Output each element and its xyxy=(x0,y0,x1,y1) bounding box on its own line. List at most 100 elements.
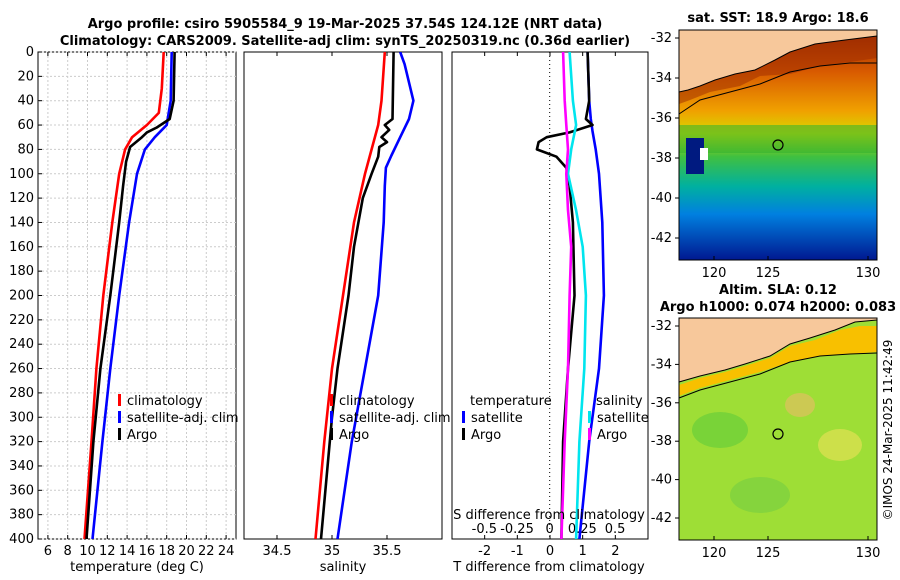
x-tick-label: 12 xyxy=(99,544,116,559)
sla-argo-location-marker xyxy=(772,428,784,440)
y-tick-label: 60 xyxy=(17,118,34,133)
x-tick-label: 20 xyxy=(178,544,195,559)
salinity-legend: climatology satellite-adj. clim Argo xyxy=(330,394,451,443)
difference-plot-frame xyxy=(451,51,649,540)
x-tick-label: 16 xyxy=(139,544,156,559)
x-tick-label: 14 xyxy=(119,544,136,559)
legend-swatch-t-argo xyxy=(462,428,465,440)
temperature-axis: 0 20 40 60 80 100 120 140 160 180 200 220 240 260 280 3… xyxy=(9,45,234,559)
series-line-argo xyxy=(85,52,176,539)
y-tick-label: 340 xyxy=(9,459,34,474)
y-tick-label: 400 xyxy=(9,532,34,547)
y-tick-label: -38 xyxy=(651,151,672,166)
legend-label-t-argo: Argo xyxy=(471,428,501,443)
legend-swatch-argo xyxy=(118,428,121,440)
x-tick-label: 125 xyxy=(756,546,781,561)
legend-label-s-satellite: satellite xyxy=(597,411,649,426)
sla-map-subtitle: Argo h1000: 0.074 h2000: 0.083 xyxy=(660,300,896,315)
y-tick-label: 360 xyxy=(9,483,34,498)
difference-lines xyxy=(535,52,606,539)
series-line-climatology xyxy=(83,52,165,539)
series-line-s-satellite xyxy=(566,52,588,539)
s-difference-label: S difference from climatology xyxy=(453,508,645,523)
sla-depth-contour xyxy=(678,352,878,399)
x-tick-label: 130 xyxy=(856,546,881,561)
legend-swatch-argo xyxy=(330,428,333,440)
sst-map xyxy=(678,29,878,261)
x-tick-label: 1 xyxy=(579,544,587,559)
x-tick-label: 125 xyxy=(756,266,781,281)
difference-legend: temperature satellite Argo salinity sate… xyxy=(462,394,649,443)
sla-map-title: Altim. SLA: 0.12 xyxy=(719,283,837,298)
legend-label-argo: Argo xyxy=(127,428,157,443)
t-difference-label: T difference from climatology xyxy=(452,560,645,575)
legend-label-satellite: satellite-adj. clim xyxy=(127,411,239,426)
y-tick-label: -32 xyxy=(651,319,672,334)
y-tick-label: -40 xyxy=(651,191,672,206)
x-tick-label: 10 xyxy=(79,544,96,559)
legend-label-satellite: satellite-adj. clim xyxy=(339,411,451,426)
temperature-grid xyxy=(38,51,236,540)
sst-green-band xyxy=(679,125,877,153)
y-tick-label: 300 xyxy=(9,410,34,425)
x-tick-label: 8 xyxy=(64,544,72,559)
sst-map-frame xyxy=(678,29,878,261)
temperature-lines xyxy=(83,52,176,539)
series-line-t-argo xyxy=(535,52,594,539)
sla-low-anomaly xyxy=(730,477,790,513)
y-tick-label: 140 xyxy=(9,215,34,230)
sst-depth-contour xyxy=(678,62,877,115)
x-tick-label: 120 xyxy=(702,266,727,281)
series-line-satellite-adj-clim xyxy=(336,52,415,539)
series-line-t-satellite xyxy=(578,52,606,539)
s-x-tick-label: -0.25 xyxy=(500,522,534,537)
sst-argo-location-marker xyxy=(772,139,784,151)
temperature-legend: climatology satellite-adj. clim Argo xyxy=(118,394,239,443)
series-line-s-argo xyxy=(560,52,573,539)
y-tick-label: -42 xyxy=(651,231,672,246)
y-tick-label: 80 xyxy=(17,142,34,157)
x-tick-label: 35.5 xyxy=(373,544,402,559)
sla-high-anomaly xyxy=(785,393,815,417)
y-tick-label: -38 xyxy=(651,434,672,449)
y-tick-label: 160 xyxy=(9,240,34,255)
y-tick-label: 280 xyxy=(9,386,34,401)
y-tick-label: 200 xyxy=(9,289,34,304)
sla-map-frame xyxy=(678,317,878,541)
legend-label-s-argo: Argo xyxy=(597,428,627,443)
x-tick-label: 2 xyxy=(611,544,619,559)
difference-axis: -2 -1 0 1 2 -0.5 -0.25 0 0.25 0.5 xyxy=(472,52,625,559)
legend-label-t-satellite: satellite xyxy=(471,411,523,426)
s-x-tick-label: 0.25 xyxy=(568,522,597,537)
legend-swatch-s-argo xyxy=(588,428,591,440)
y-tick-label: -32 xyxy=(651,31,672,46)
y-tick-label: 380 xyxy=(9,508,34,523)
salinity-axis: 34.5 35 35.5 xyxy=(263,52,402,559)
x-tick-label: 0 xyxy=(546,544,554,559)
sla-map-axis: 120 125 130 -32 -34 -36 -38 -40 -42 xyxy=(651,319,881,561)
sst-coastline xyxy=(678,35,878,93)
sla-low-anomaly xyxy=(692,412,748,448)
legend-heading-temperature: temperature xyxy=(470,394,552,409)
series-line-argo xyxy=(319,52,395,539)
salinity-xlabel: salinity xyxy=(320,560,367,575)
series-line-satellite-adj-clim xyxy=(91,52,173,539)
legend-heading-salinity: salinity xyxy=(596,394,643,409)
legend-label-climatology: climatology xyxy=(339,394,415,409)
temperature-xlabel: temperature (deg C) xyxy=(70,560,204,575)
y-tick-label: 20 xyxy=(17,69,34,84)
x-tick-label: 22 xyxy=(198,544,215,559)
sla-map xyxy=(678,317,878,541)
y-tick-label: 240 xyxy=(9,337,34,352)
x-tick-label: 35 xyxy=(324,544,341,559)
x-tick-label: 120 xyxy=(702,546,727,561)
y-tick-label: 220 xyxy=(9,313,34,328)
legend-swatch-s-satellite xyxy=(588,411,591,423)
y-tick-label: -42 xyxy=(651,511,672,526)
x-tick-label: 18 xyxy=(158,544,175,559)
figure-subtitle: Climatology: CARS2009. Satellite-adj cli… xyxy=(60,34,630,49)
sst-map-title: sat. SST: 18.9 Argo: 18.6 xyxy=(687,11,868,26)
credit-timestamp: ©IMOS 24-Mar-2025 11:42:49 xyxy=(881,340,895,521)
sla-land xyxy=(679,318,877,382)
